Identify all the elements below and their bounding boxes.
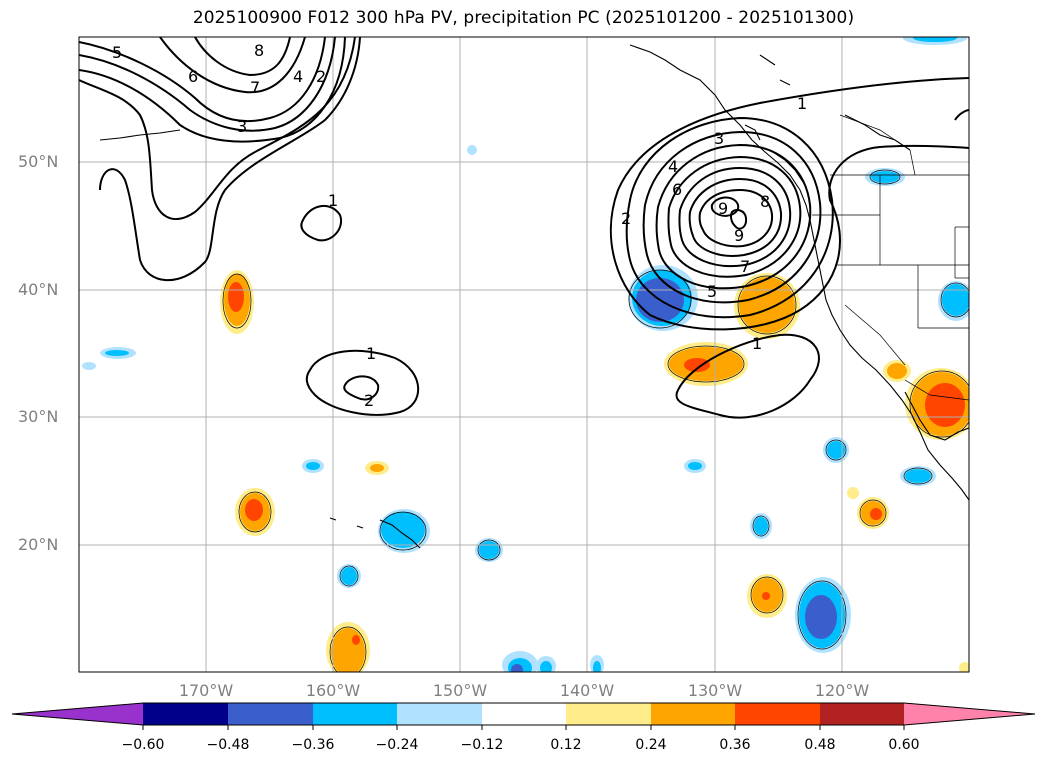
colorbar-swatch (651, 703, 735, 725)
precip-outlines (222, 169, 969, 672)
map-frame (78, 36, 970, 673)
pv-label: 1 (366, 344, 376, 363)
negative-precip-blob-hawaii (378, 509, 430, 553)
lon-label: 140°W (559, 681, 615, 700)
lon-label: 120°W (814, 681, 870, 700)
pv-label: 3 (714, 129, 724, 148)
pv-label: 4 (293, 67, 303, 86)
precipitation-shading (82, 37, 969, 672)
lat-label: 30°N (18, 407, 59, 426)
map-plot-area: 5 8 6 7 4 2 3 1 1 2 1 3 4 6 2 9 8 9 7 5 … (79, 37, 969, 672)
pv-label: 6 (188, 67, 198, 86)
colorbar-ticks (142, 725, 905, 730)
lon-label: 150°W (432, 681, 488, 700)
pv-label: 1 (752, 334, 762, 353)
pv-label: 7 (250, 78, 260, 97)
pv-label: 3 (237, 117, 247, 136)
colorbar-swatch (143, 703, 228, 725)
colorbar (11, 702, 1036, 730)
lat-label: 20°N (18, 535, 59, 554)
colorbar-tick-label: −0.48 (206, 737, 250, 753)
positive-precip-blob-central (664, 342, 748, 386)
pv-label: 2 (316, 67, 326, 86)
lon-label: 170°W (178, 681, 234, 700)
lon-label: 160°W (305, 681, 361, 700)
lat-label: 40°N (18, 280, 59, 299)
colorbar-swatch (482, 703, 566, 725)
pv-label: 1 (797, 94, 807, 113)
colorbar-tick-label: −0.12 (460, 737, 504, 753)
colorbar-tick-label: 0.12 (550, 737, 582, 753)
colorbar-extend-high (904, 703, 1035, 725)
pv-label: 2 (364, 391, 374, 410)
colorbar-swatch (228, 703, 313, 725)
pv-label: 9 (718, 199, 728, 218)
negative-precip-blob-south (795, 577, 851, 653)
pv-label: 6 (672, 180, 682, 199)
pv-label: 2 (621, 209, 631, 228)
colorbar-tick-label: 0.48 (804, 737, 836, 753)
colorbar-swatch (820, 703, 904, 725)
pv-label: 8 (254, 41, 264, 60)
map-title: 2025100900 F012 300 hPa PV, precipitatio… (192, 8, 855, 28)
colorbar-swatch (397, 703, 482, 725)
colorbar-tick-label: −0.60 (121, 737, 165, 753)
lon-label: 130°W (687, 681, 743, 700)
graticule (79, 37, 969, 672)
pv-label: 8 (760, 192, 770, 211)
colorbar-extend-low (12, 703, 143, 725)
colorbar-swatch (313, 703, 397, 725)
positive-precip-blob-dateline (220, 270, 254, 334)
colorbar-tick-label: −0.24 (375, 737, 419, 753)
pv-label: 5 (112, 43, 122, 62)
colorbar-tick-label: 0.36 (719, 737, 751, 753)
pv-label: 5 (707, 282, 717, 301)
pv-label: 7 (740, 257, 750, 276)
pv-label: 1 (328, 191, 338, 210)
political-borders (812, 114, 969, 401)
pv-label: 4 (668, 157, 678, 176)
pv-label: 9 (734, 226, 744, 245)
colorbar-tick-label: 0.60 (888, 737, 920, 753)
pv-contours (79, 37, 969, 419)
colorbar-swatch (566, 703, 651, 725)
colorbar-tick-label: 0.24 (635, 737, 667, 753)
colorbar-swatch (735, 703, 820, 725)
pv-contour-labels: 5 8 6 7 4 2 3 1 1 2 1 3 4 6 2 9 8 9 7 5 … (112, 41, 807, 410)
colorbar-tick-label: −0.36 (291, 737, 335, 753)
lat-label: 50°N (18, 152, 59, 171)
